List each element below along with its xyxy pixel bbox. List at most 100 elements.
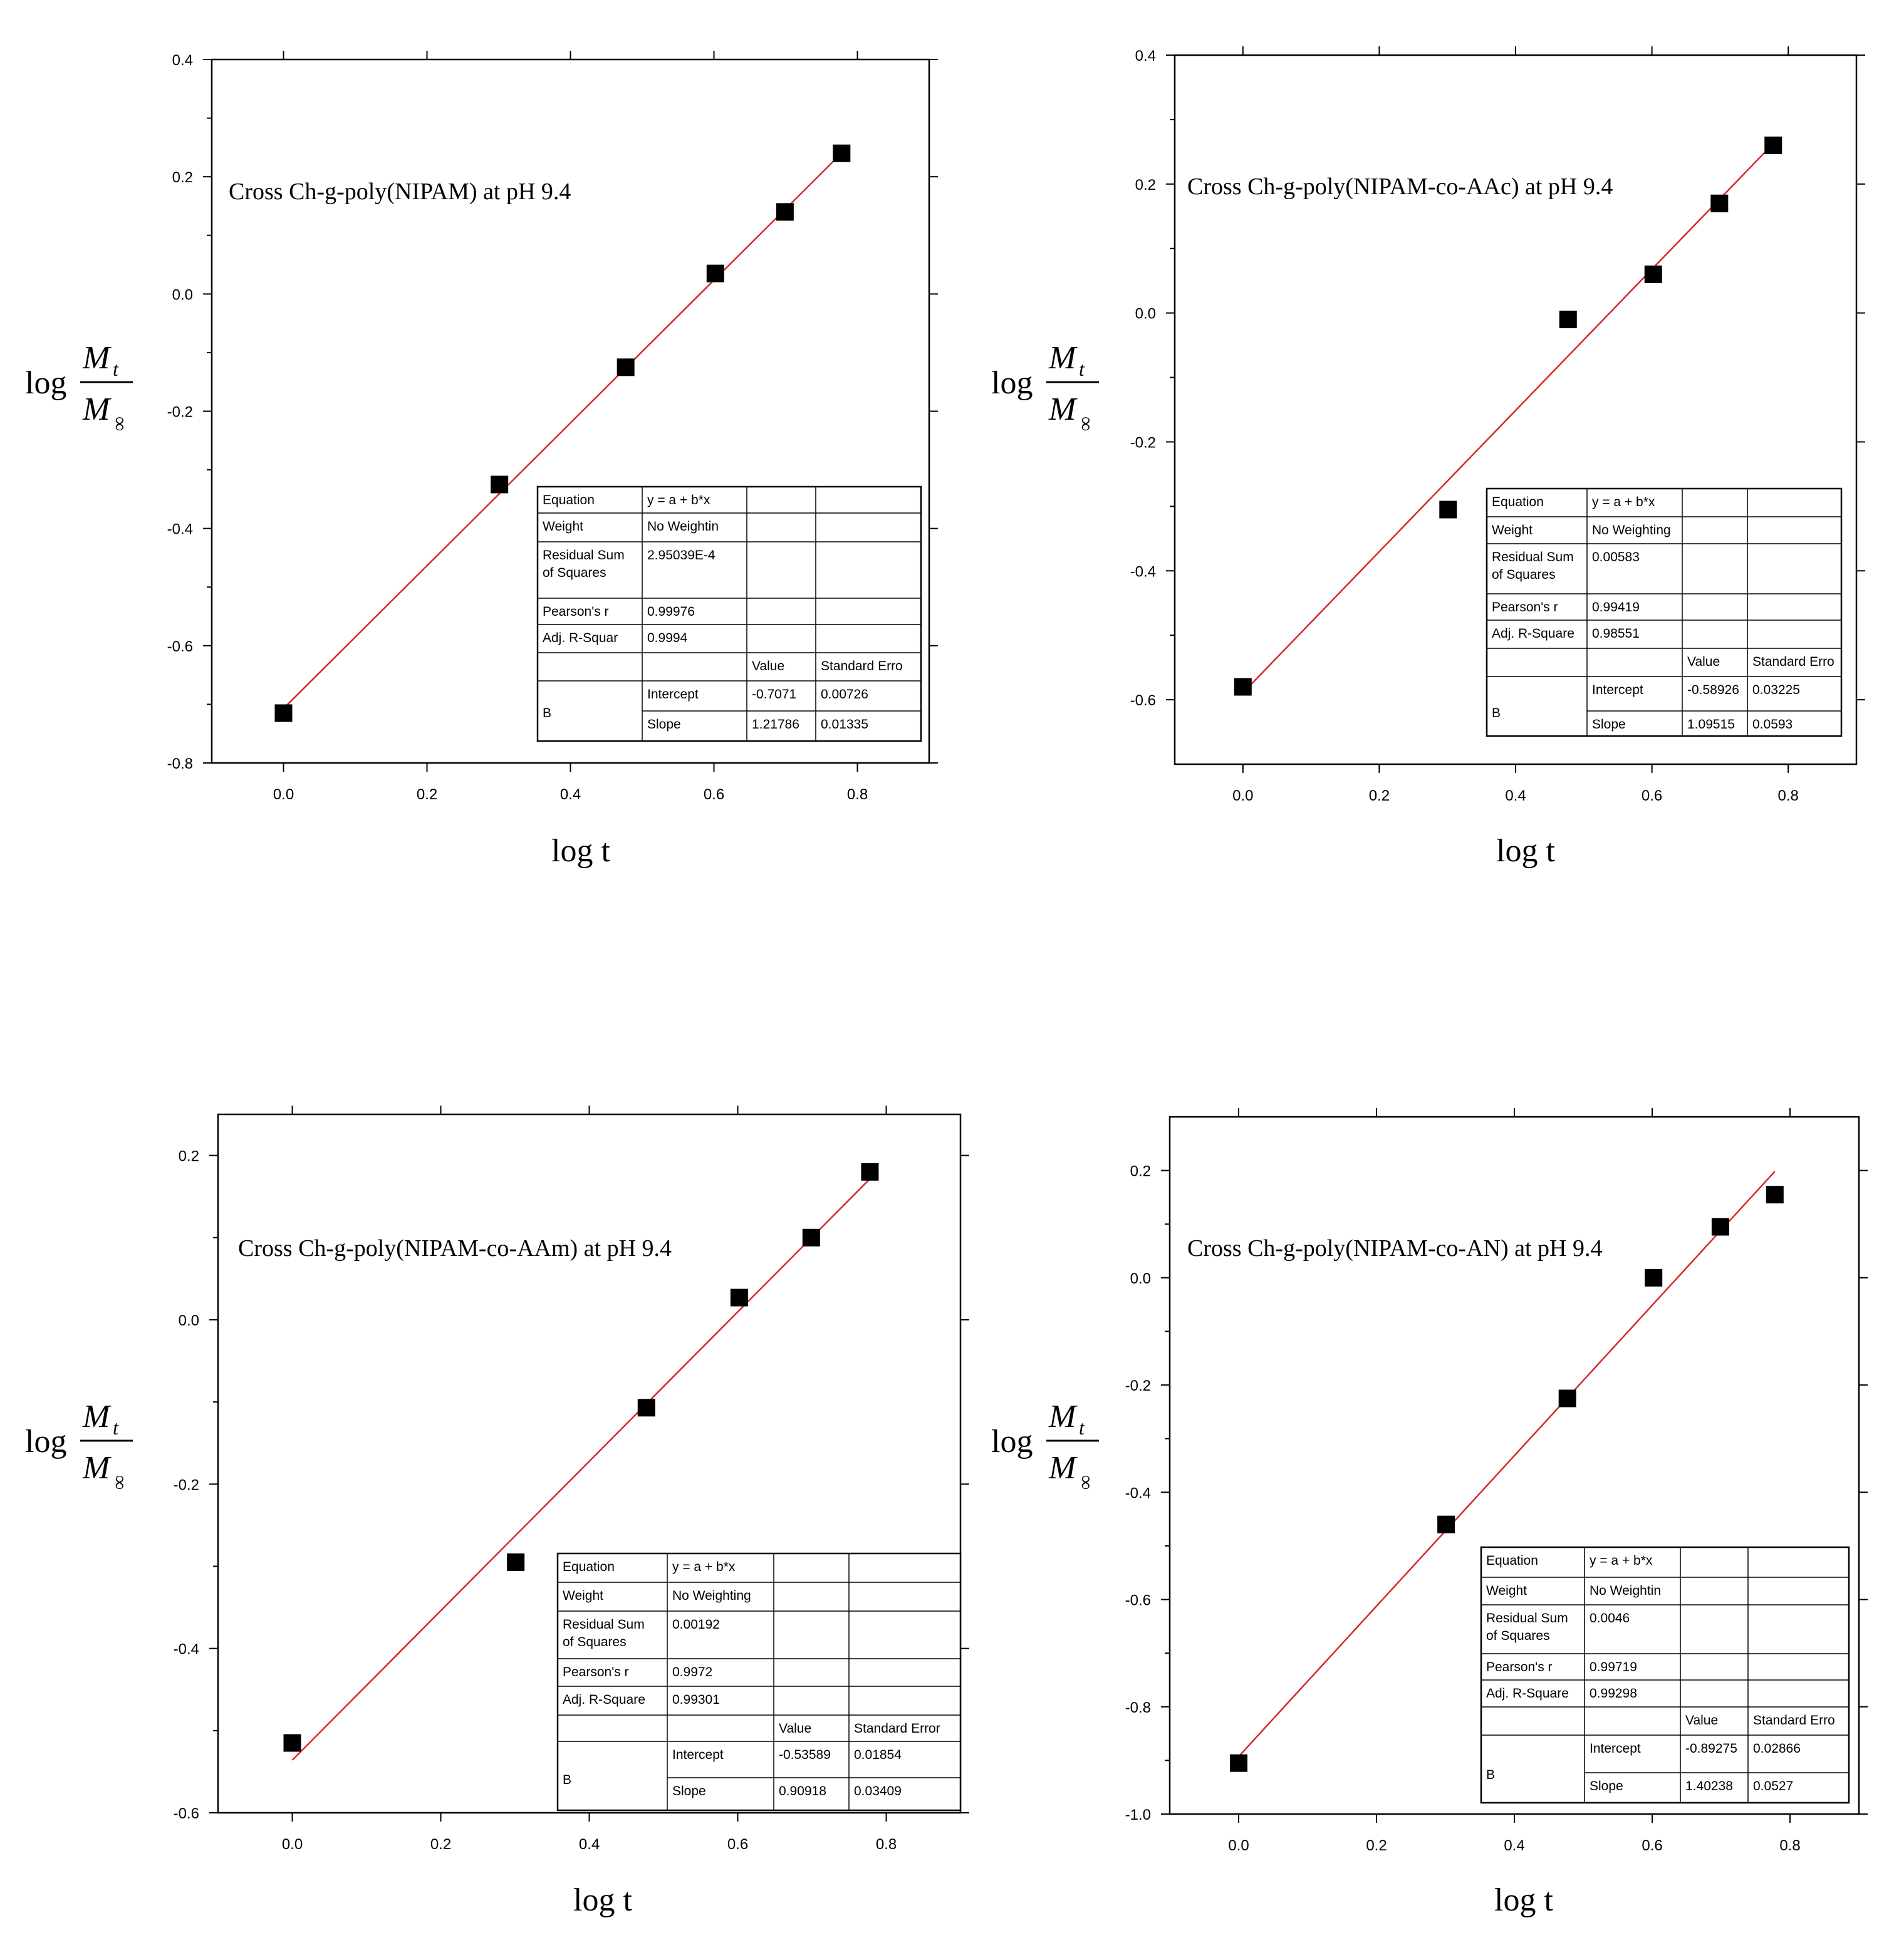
- y-tick-label: -0.2: [1130, 434, 1156, 451]
- data-point: [507, 1553, 525, 1571]
- chart-panel-1: 0.0 0.2 0.4 0.6 0.8 -0.8 -0.6 -0.4 -0.2 0.0 0.2 0.4…: [25, 51, 938, 869]
- data-point: [1439, 500, 1457, 519]
- y-label-denominator: M: [1048, 1450, 1078, 1486]
- table-cell: Slope: [647, 717, 681, 732]
- table-cell: Adj. R-Squar: [543, 631, 618, 645]
- table-cell: Standard Error: [854, 1721, 940, 1736]
- chart-panel-4: 0.0 0.2 0.4 0.6 0.8 -1.0 -0.8 -0.6 -0.4 -0.2 0.0 0.…: [991, 1108, 1868, 1918]
- table-cell: Residual Sum of Squares: [563, 1617, 645, 1649]
- y-tick-label: -0.2: [174, 1476, 199, 1493]
- table-cell: 0.0527: [1753, 1779, 1793, 1793]
- y-tick-label: -0.4: [167, 521, 193, 538]
- y-tick-label: 0.4: [172, 52, 193, 69]
- y-label-numerator: M: [1048, 1399, 1078, 1434]
- fit-line: [283, 152, 843, 709]
- table-cell: Standard Erro: [821, 659, 903, 673]
- y-tick-label: 0.0: [1135, 306, 1156, 323]
- table-cell: 0.98551: [1592, 626, 1640, 641]
- y-tick-label: -1.0: [1125, 1807, 1151, 1823]
- table-cell: Residual Sum of Squares: [1486, 1611, 1568, 1643]
- table-cell: Pearson's r: [1486, 1660, 1553, 1674]
- table-cell: 0.0593: [1752, 717, 1793, 732]
- y-tick-label: 0.0: [1130, 1270, 1151, 1287]
- data-point: [1645, 1268, 1663, 1287]
- data-point: [1766, 1186, 1784, 1204]
- table-cell: -0.53589: [779, 1748, 831, 1762]
- table-cell: No Weighting: [672, 1589, 751, 1603]
- chart-title: Cross Ch-g-poly(NIPAM-co-AN) at pH 9.4: [1187, 1235, 1603, 1262]
- y-label-denominator-sub: ∞: [107, 417, 130, 431]
- table-cell: Slope: [1590, 1779, 1623, 1793]
- y-label-numerator-sub: t: [1079, 358, 1085, 380]
- y-tick-label: -0.6: [167, 638, 193, 655]
- x-axis-label: log t: [1496, 833, 1555, 869]
- x-tick-label: 0.2: [430, 1836, 451, 1853]
- data-point: [1710, 194, 1729, 212]
- table-cell: Residual Sum of Squares: [1492, 550, 1574, 582]
- x-tick-label: 0.2: [1369, 787, 1390, 804]
- y-label-numerator: M: [82, 340, 112, 376]
- y-tick-label: -0.8: [1125, 1699, 1151, 1716]
- y-tick-label: 0.4: [1135, 48, 1156, 65]
- chart-title: Cross Ch-g-poly(NIPAM-co-AAc) at pH 9.4: [1187, 174, 1613, 200]
- x-tick-label: 0.4: [579, 1836, 600, 1853]
- data-point: [861, 1163, 879, 1181]
- table-cell: B: [1486, 1768, 1495, 1782]
- fit-stats-table: Equation y = a + b*x Weight No Weighting Res…: [556, 1552, 962, 1812]
- y-tick-label: 0.0: [179, 1312, 199, 1329]
- table-cell: 0.00583: [1592, 550, 1640, 564]
- x-axis-label: log t: [573, 1882, 632, 1918]
- y-label-numerator: M: [82, 1399, 112, 1434]
- table-cell: Pearson's r: [563, 1665, 629, 1679]
- x-tick-label: 0.2: [1366, 1837, 1387, 1854]
- table-frame: [536, 485, 922, 742]
- x-axis-label: log t: [551, 833, 610, 869]
- x-tick-label: 0.4: [560, 786, 581, 803]
- fit-line: [1242, 143, 1774, 693]
- table-cell: Intercept: [647, 687, 699, 702]
- chart-title: Cross Ch-g-poly(NIPAM) at pH 9.4: [229, 179, 571, 205]
- fit-stats-table: Equation y = a + b*x Weight No Weightin Resi…: [536, 485, 922, 742]
- table-cell: Intercept: [1592, 683, 1643, 697]
- x-tick-label: 0.6: [1642, 787, 1662, 804]
- y-label-numerator: M: [1048, 340, 1078, 376]
- table-cell: Pearson's r: [543, 604, 609, 619]
- data-point: [1234, 678, 1252, 696]
- y-tick-label: 0.2: [172, 169, 193, 186]
- table-cell: B: [563, 1773, 571, 1787]
- table-cell: Weight: [1486, 1584, 1527, 1598]
- table-cell: Weight: [563, 1589, 603, 1603]
- table-cell: 0.03225: [1752, 683, 1800, 697]
- table-cell: 0.01854: [854, 1748, 902, 1762]
- table-frame: [1486, 487, 1843, 737]
- table-cell: 0.00726: [821, 687, 868, 702]
- table-frame: [556, 1552, 962, 1812]
- y-label-denominator-sub: ∞: [107, 1475, 130, 1490]
- y-label-numerator-sub: t: [113, 358, 119, 380]
- y-tick-label: 0.2: [1135, 177, 1156, 194]
- x-tick-label: 0.0: [1232, 787, 1253, 804]
- data-point: [1764, 137, 1782, 155]
- y-label-log: log: [25, 365, 66, 401]
- table-cell: 0.00192: [672, 1617, 720, 1632]
- y-label-denominator: M: [82, 391, 112, 427]
- chart-panel-3: 0.0 0.2 0.4 0.6 0.8 -0.6 -0.4 -0.2 0.0 0.2 Cross C…: [25, 1106, 969, 1918]
- y-tick-label: -0.6: [1130, 692, 1156, 709]
- y-tick-label: -0.4: [1125, 1485, 1151, 1501]
- table-cell: -0.89275: [1685, 1741, 1737, 1756]
- x-tick-label: 0.8: [1779, 1837, 1800, 1854]
- table-cell: -0.58926: [1687, 683, 1739, 697]
- data-point: [274, 704, 293, 722]
- x-tick-label: 0.0: [273, 786, 294, 803]
- y-label-numerator-sub: t: [113, 1416, 119, 1439]
- table-cell: 0.02866: [1753, 1741, 1801, 1756]
- table-cell: 0.03409: [854, 1784, 902, 1798]
- table-cell: No Weightin: [647, 519, 719, 534]
- table-frame: [1480, 1546, 1850, 1804]
- table-cell: Value: [779, 1721, 811, 1736]
- data-point: [730, 1289, 748, 1307]
- x-tick-label: 0.0: [282, 1836, 303, 1853]
- table-cell: y = a + b*x: [647, 493, 710, 507]
